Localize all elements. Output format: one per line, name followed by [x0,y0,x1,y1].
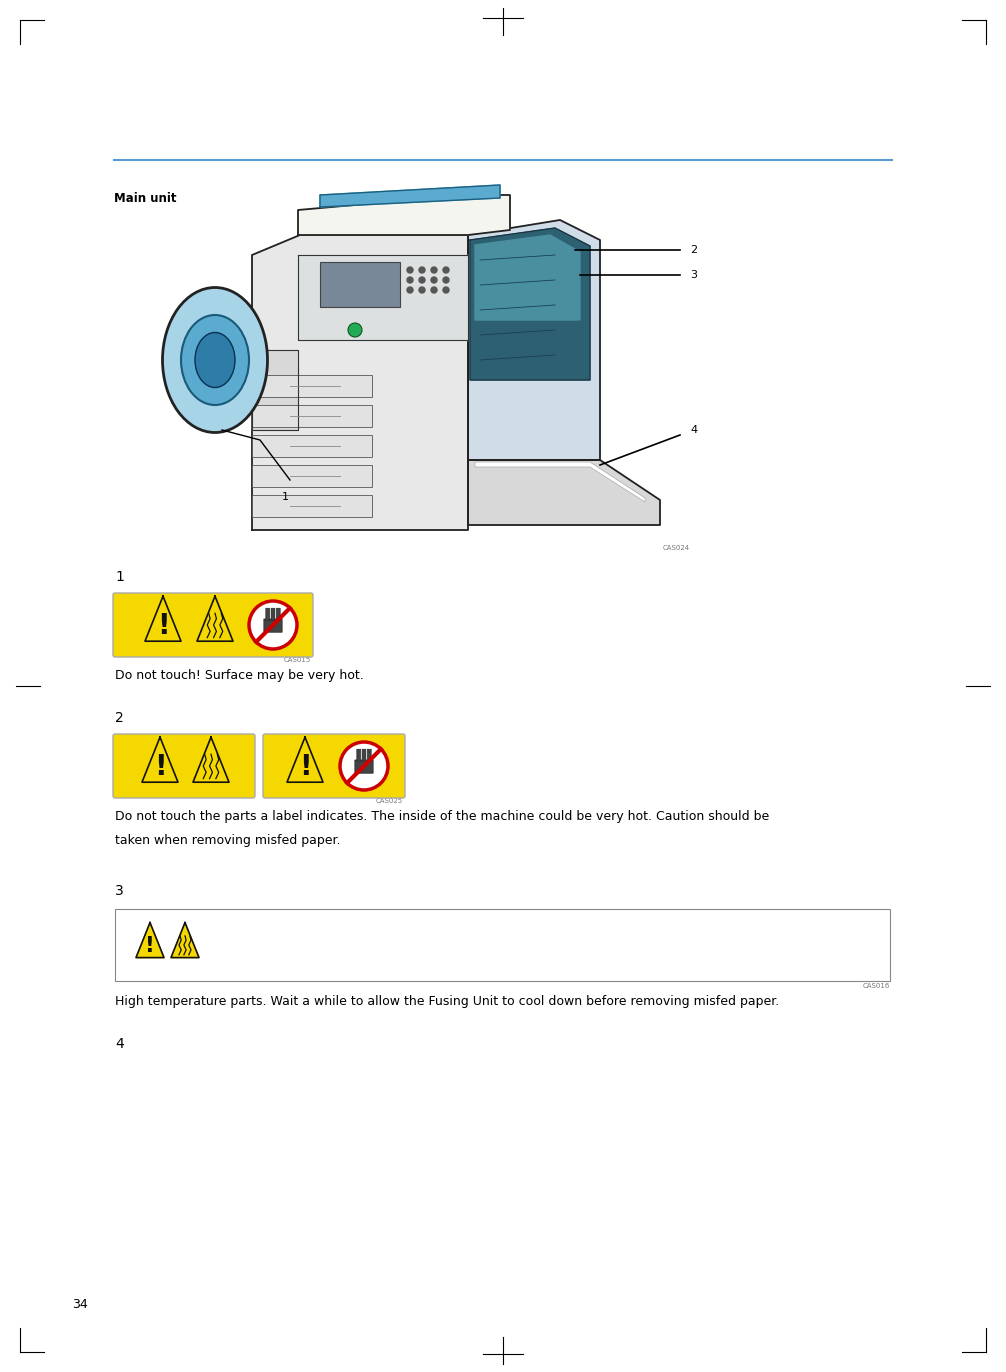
Polygon shape [193,737,229,782]
Circle shape [431,277,437,283]
Text: • 고온 부품입니다. 정착부의 온도가 충분히 낮아진 다음에 걸린 용지를 제거하십시오.   •機器の定着部は高温の場合があります。定着部の紙づまりを取り: • 고온 부품입니다. 정착부의 온도가 충분히 낮아진 다음에 걸린 용지를 … [210,962,497,967]
FancyBboxPatch shape [252,495,372,517]
Text: CAS015: CAS015 [284,657,311,663]
Polygon shape [136,922,164,958]
Text: CAS016: CAS016 [862,982,890,989]
FancyBboxPatch shape [264,619,282,632]
Text: 4: 4 [115,1037,124,1051]
Text: • High temperature parts. Wait a while to allow the Fusing Unit to cool down bef: • High temperature parts. Wait a while t… [210,916,756,922]
Text: 1: 1 [282,493,289,502]
Text: 1: 1 [115,569,124,584]
Polygon shape [252,235,468,530]
Polygon shape [250,340,252,380]
Polygon shape [475,462,645,502]
Circle shape [407,268,413,273]
Text: • Áreas de alta temperatura. Espere hasta que la Unidad de fusión se enfríe ante: • Áreas de alta temperatura. Espere hast… [210,947,650,954]
Polygon shape [298,195,510,235]
FancyBboxPatch shape [113,734,255,799]
Circle shape [420,277,425,283]
Polygon shape [197,597,233,641]
Circle shape [443,287,449,294]
Text: !: ! [299,753,311,781]
Text: !: ! [157,612,169,639]
Circle shape [420,268,425,273]
Polygon shape [145,597,181,641]
FancyBboxPatch shape [320,262,400,307]
Text: CAS025: CAS025 [376,799,403,804]
Circle shape [348,322,362,338]
Text: CAS024: CAS024 [663,545,690,552]
FancyBboxPatch shape [271,608,275,620]
FancyBboxPatch shape [252,435,372,457]
Text: 3: 3 [690,270,697,280]
FancyBboxPatch shape [252,465,372,487]
FancyBboxPatch shape [362,749,366,761]
Text: • Attention, température élevée. Attendre que l'unité de fusion refroidisse avan: • Attention, température élevée. Attendr… [210,932,761,937]
Polygon shape [142,737,178,782]
FancyBboxPatch shape [367,749,371,761]
Circle shape [340,742,388,790]
FancyBboxPatch shape [113,593,313,657]
Circle shape [407,277,413,283]
Text: 34: 34 [72,1298,88,1310]
Text: !: ! [145,936,155,956]
Text: 2: 2 [690,246,697,255]
FancyBboxPatch shape [263,734,405,799]
Text: !: ! [154,753,166,781]
Polygon shape [468,220,600,460]
Ellipse shape [163,288,268,432]
Polygon shape [320,185,500,207]
FancyBboxPatch shape [115,910,890,981]
Polygon shape [298,255,468,340]
Text: High temperature parts. Wait a while to allow the Fusing Unit to cool down befor: High temperature parts. Wait a while to … [115,995,780,1008]
Text: 2: 2 [115,711,124,724]
Circle shape [249,601,297,649]
Text: 3: 3 [115,884,124,899]
Text: 4: 4 [690,425,697,435]
Text: taken when removing misfed paper.: taken when removing misfed paper. [115,834,340,847]
Polygon shape [470,228,590,380]
FancyBboxPatch shape [252,405,372,427]
Circle shape [431,268,437,273]
Polygon shape [468,460,660,525]
Circle shape [443,277,449,283]
FancyBboxPatch shape [277,608,281,620]
Text: Main unit: Main unit [114,192,176,204]
Polygon shape [475,235,580,320]
Text: Do not touch the parts a label indicates. The inside of the machine could be ver: Do not touch the parts a label indicates… [115,809,770,823]
Circle shape [443,268,449,273]
Circle shape [407,287,413,294]
FancyBboxPatch shape [252,375,372,397]
Text: Do not touch! Surface may be very hot.: Do not touch! Surface may be very hot. [115,670,364,682]
FancyBboxPatch shape [355,760,373,774]
Circle shape [420,287,425,294]
Circle shape [431,287,437,294]
Ellipse shape [195,332,235,387]
Polygon shape [287,737,323,782]
Polygon shape [252,350,298,429]
Ellipse shape [181,316,249,405]
FancyBboxPatch shape [357,749,360,761]
FancyBboxPatch shape [266,608,270,620]
Polygon shape [171,922,199,958]
